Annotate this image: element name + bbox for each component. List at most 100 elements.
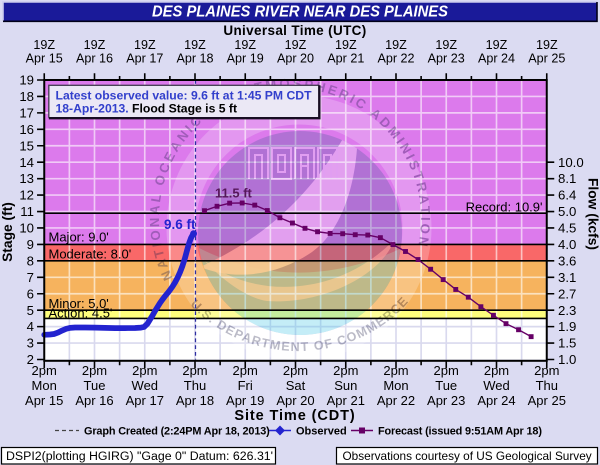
svg-text:9.6 ft: 9.6 ft	[164, 217, 196, 232]
svg-text:19Z: 19Z	[335, 38, 357, 52]
svg-text:14: 14	[19, 155, 34, 170]
svg-text:19Z: 19Z	[184, 38, 206, 52]
svg-text:1.0: 1.0	[558, 352, 576, 367]
svg-text:Action: 4.5': Action: 4.5'	[49, 305, 113, 320]
svg-text:19Z: 19Z	[285, 38, 307, 52]
svg-text:2pm: 2pm	[333, 363, 358, 378]
svg-text:19Z: 19Z	[84, 38, 106, 52]
svg-text:5.0: 5.0	[558, 204, 576, 219]
svg-text:Thu: Thu	[184, 378, 206, 393]
svg-text:Flow (kcfs): Flow (kcfs)	[586, 178, 600, 250]
svg-text:4.0: 4.0	[558, 237, 576, 252]
svg-text:2pm: 2pm	[82, 363, 107, 378]
svg-text:Minor: 5.0': Minor: 5.0'	[49, 296, 109, 311]
svg-text:Apr 18: Apr 18	[176, 52, 213, 66]
svg-text:Tue: Tue	[435, 378, 457, 393]
svg-text:2pm: 2pm	[182, 363, 207, 378]
svg-text:Apr 20: Apr 20	[276, 393, 314, 408]
svg-text:2pm: 2pm	[32, 363, 57, 378]
svg-text:19Z: 19Z	[234, 38, 256, 52]
svg-text:3: 3	[27, 336, 34, 351]
svg-text:Thu: Thu	[536, 378, 558, 393]
svg-text:Wed: Wed	[483, 378, 510, 393]
svg-text:2pm: 2pm	[132, 363, 157, 378]
svg-text:Apr 23: Apr 23	[428, 52, 465, 66]
svg-text:Mon: Mon	[32, 378, 57, 393]
svg-text:19Z: 19Z	[536, 38, 558, 52]
svg-text:Sat: Sat	[286, 378, 306, 393]
svg-text:Apr 20: Apr 20	[277, 52, 314, 66]
svg-text:Observed: Observed	[296, 426, 347, 438]
svg-text:2pm: 2pm	[283, 363, 308, 378]
svg-text:Apr 16: Apr 16	[76, 52, 113, 66]
svg-text:19Z: 19Z	[134, 38, 156, 52]
svg-text:Record: 10.9': Record: 10.9'	[466, 200, 543, 215]
svg-text:Apr 22: Apr 22	[377, 52, 414, 66]
svg-text:Apr 15: Apr 15	[26, 52, 63, 66]
svg-text:19Z: 19Z	[486, 38, 508, 52]
svg-text:11.5 ft: 11.5 ft	[215, 186, 253, 201]
svg-text:Moderate: 8.0': Moderate: 8.0'	[49, 246, 132, 261]
svg-text:Apr 17: Apr 17	[126, 52, 163, 66]
svg-text:Apr 21: Apr 21	[327, 393, 365, 408]
svg-text:2pm: 2pm	[383, 363, 408, 378]
svg-text:2pm: 2pm	[534, 363, 559, 378]
svg-text:Apr 24: Apr 24	[478, 52, 515, 66]
svg-text:Apr 24: Apr 24	[477, 393, 515, 408]
svg-text:Apr 22: Apr 22	[377, 393, 415, 408]
svg-text:15: 15	[19, 138, 34, 153]
svg-text:Apr 18: Apr 18	[176, 393, 214, 408]
svg-text:18: 18	[19, 89, 34, 104]
svg-text:3.1: 3.1	[558, 270, 576, 285]
svg-text:Fri: Fri	[238, 378, 253, 393]
svg-text:2pm: 2pm	[434, 363, 459, 378]
svg-text:Site Time (CDT): Site Time (CDT)	[234, 408, 355, 424]
svg-text:13: 13	[19, 171, 34, 186]
svg-text:Apr 19: Apr 19	[226, 393, 264, 408]
svg-text:Apr 21: Apr 21	[327, 52, 364, 66]
svg-text:19Z: 19Z	[33, 38, 55, 52]
svg-text:Apr 16: Apr 16	[75, 393, 113, 408]
svg-text:4: 4	[27, 319, 34, 334]
svg-text:Graph Created (2:24PM Apr 18,: Graph Created (2:24PM Apr 18, 2013)	[84, 426, 270, 438]
svg-text:2.3: 2.3	[558, 303, 576, 318]
svg-text:10: 10	[19, 221, 34, 236]
svg-text:2.7: 2.7	[558, 286, 576, 301]
svg-text:Mon: Mon	[383, 378, 408, 393]
svg-text:12: 12	[19, 188, 34, 203]
svg-text:Apr 23: Apr 23	[427, 393, 465, 408]
svg-text:DSPI2(plotting HGIRG) "Gage 0": DSPI2(plotting HGIRG) "Gage 0" Datum: 62…	[6, 449, 273, 463]
svg-text:Apr 25: Apr 25	[528, 393, 566, 408]
svg-text:5: 5	[27, 303, 34, 318]
svg-text:Latest observed value: 9.6 ft: Latest observed value: 9.6 ft at 1:45 PM…	[56, 89, 313, 103]
svg-text:8: 8	[27, 254, 34, 269]
svg-text:2pm: 2pm	[233, 363, 258, 378]
svg-text:7: 7	[27, 270, 34, 285]
svg-text:2: 2	[27, 352, 34, 367]
svg-text:Universal Time (UTC): Universal Time (UTC)	[223, 23, 366, 38]
svg-text:Tue: Tue	[84, 378, 106, 393]
svg-text:4.5: 4.5	[558, 221, 576, 236]
svg-text:2pm: 2pm	[484, 363, 509, 378]
svg-text:17: 17	[19, 106, 34, 121]
svg-text:Major: 9.0': Major: 9.0'	[49, 230, 109, 245]
svg-text:19Z: 19Z	[385, 38, 407, 52]
svg-text:Wed: Wed	[132, 378, 159, 393]
svg-text:19: 19	[19, 73, 34, 88]
svg-text:10.0: 10.0	[558, 155, 584, 170]
svg-text:3.6: 3.6	[558, 254, 576, 269]
svg-text:11: 11	[20, 204, 34, 219]
svg-text:Apr 25: Apr 25	[528, 52, 565, 66]
svg-text:1.9: 1.9	[558, 319, 576, 334]
svg-text:Stage (ft): Stage (ft)	[0, 202, 15, 262]
svg-text:Apr 15: Apr 15	[25, 393, 63, 408]
svg-text:19Z: 19Z	[435, 38, 457, 52]
svg-text:6.4: 6.4	[558, 188, 576, 203]
svg-text:16: 16	[19, 122, 34, 137]
svg-text:Apr 19: Apr 19	[227, 52, 264, 66]
svg-text:9: 9	[27, 237, 34, 252]
svg-text:Apr 17: Apr 17	[126, 393, 164, 408]
svg-text:Forecast (issued 9:51AM Apr 18: Forecast (issued 9:51AM Apr 18)	[378, 426, 542, 438]
svg-text:18-Apr-2013. Flood Stage is 5: 18-Apr-2013. Flood Stage is 5 ft	[56, 102, 238, 116]
svg-text:DES PLAINES RIVER NEAR DES PLA: DES PLAINES RIVER NEAR DES PLAINES	[152, 4, 448, 21]
